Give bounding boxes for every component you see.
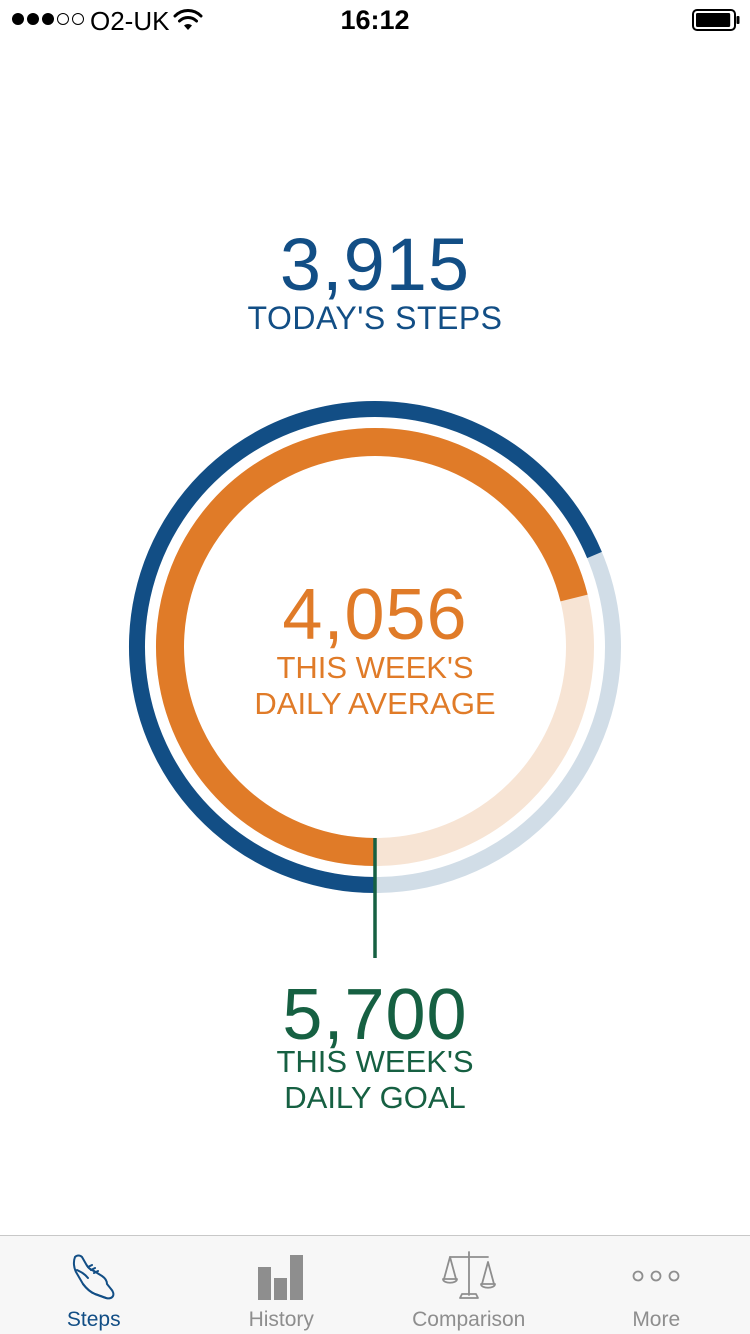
- tab-bar: Steps History Comparison: [0, 1235, 750, 1334]
- daily-goal-label: THIS WEEK'S DAILY GOAL: [276, 1044, 474, 1115]
- tab-history-label: History: [248, 1308, 314, 1331]
- tab-comparison[interactable]: Comparison: [375, 1236, 563, 1334]
- daily-average-label: THIS WEEK'S DAILY AVERAGE: [254, 650, 496, 721]
- tab-comparison-label: Comparison: [412, 1308, 526, 1331]
- signal-strength-icon: [12, 13, 84, 25]
- shoe-icon: [72, 1254, 115, 1300]
- daily-average-value: 4,056: [282, 575, 468, 655]
- tab-history[interactable]: History: [188, 1236, 376, 1334]
- scales-icon: [441, 1251, 496, 1299]
- today-steps-value: 3,915: [279, 223, 471, 306]
- ellipsis-icon: [632, 1270, 680, 1282]
- status-bar: O2-UK 16:12: [0, 0, 750, 40]
- today-steps-label: TODAY'S STEPS: [247, 300, 503, 336]
- tab-more-label: More: [632, 1308, 681, 1331]
- tab-steps-label: Steps: [66, 1308, 121, 1331]
- wifi-icon: [173, 9, 203, 30]
- battery-icon: [692, 9, 740, 31]
- clock: 16:12: [340, 5, 410, 35]
- tab-steps[interactable]: Steps: [0, 1236, 188, 1334]
- daily-goal-value: 5,700: [282, 975, 468, 1055]
- tab-more[interactable]: More: [563, 1236, 750, 1334]
- carrier-name: O2-UK: [90, 6, 170, 36]
- bar-chart-icon: [258, 1255, 304, 1300]
